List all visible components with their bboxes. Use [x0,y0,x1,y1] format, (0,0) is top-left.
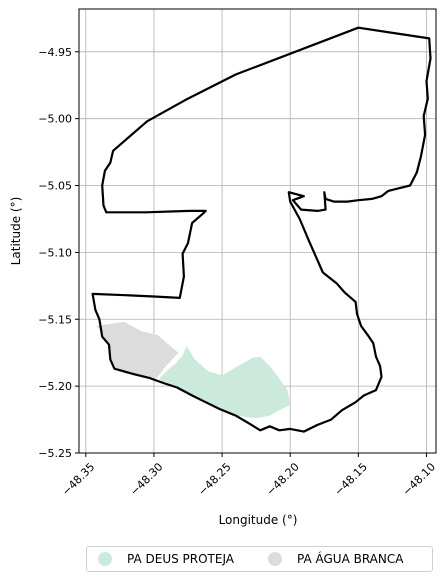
outline-path [91,26,432,433]
plot-frame [78,8,437,454]
x-tick-label: −48.25 [196,460,234,498]
region-agua-branca [95,321,179,379]
y-tick-label: −5.05 [38,180,72,193]
y-tick-label: −4.95 [38,46,72,59]
y-tick-label: −5.10 [38,246,72,259]
y-tick-label: −5.15 [38,313,72,326]
y-tick-label: −5.20 [38,380,72,393]
legend-item-deus-proteja: PA DEUS PROTEJA [98,552,234,566]
legend-item-agua-branca: PA ÁGUA BRANCA [268,552,403,566]
x-tick-label: −48.20 [264,460,302,498]
legend-marker-agua-branca-icon [268,552,282,566]
legend-label: PA ÁGUA BRANCA [297,552,404,566]
boundary-outline [91,26,432,433]
region-deus-proteja [159,346,291,419]
legend-label: PA DEUS PROTEJA [127,552,234,566]
y-axis-title: Latitude (°) [9,197,23,266]
map-legend: PA DEUS PROTEJA PA ÁGUA BRANCA [86,546,433,572]
settlement-regions [95,321,291,419]
y-tick-label: −5.00 [38,113,72,126]
x-tick-label: −48.35 [59,460,97,498]
axis-ticks: −48.35 −48.30 −48.25 −48.20 −48.15 −48.10 −4.9… [38,46,438,499]
legend-marker-deus-proteja-icon [98,552,112,566]
y-tick-label: −5.25 [38,447,72,460]
x-tick-label: −48.30 [128,460,166,498]
x-tick-label: −48.15 [332,460,370,498]
x-tick-label: −48.10 [400,460,438,498]
x-axis-title: Longitude (°) [219,513,298,527]
